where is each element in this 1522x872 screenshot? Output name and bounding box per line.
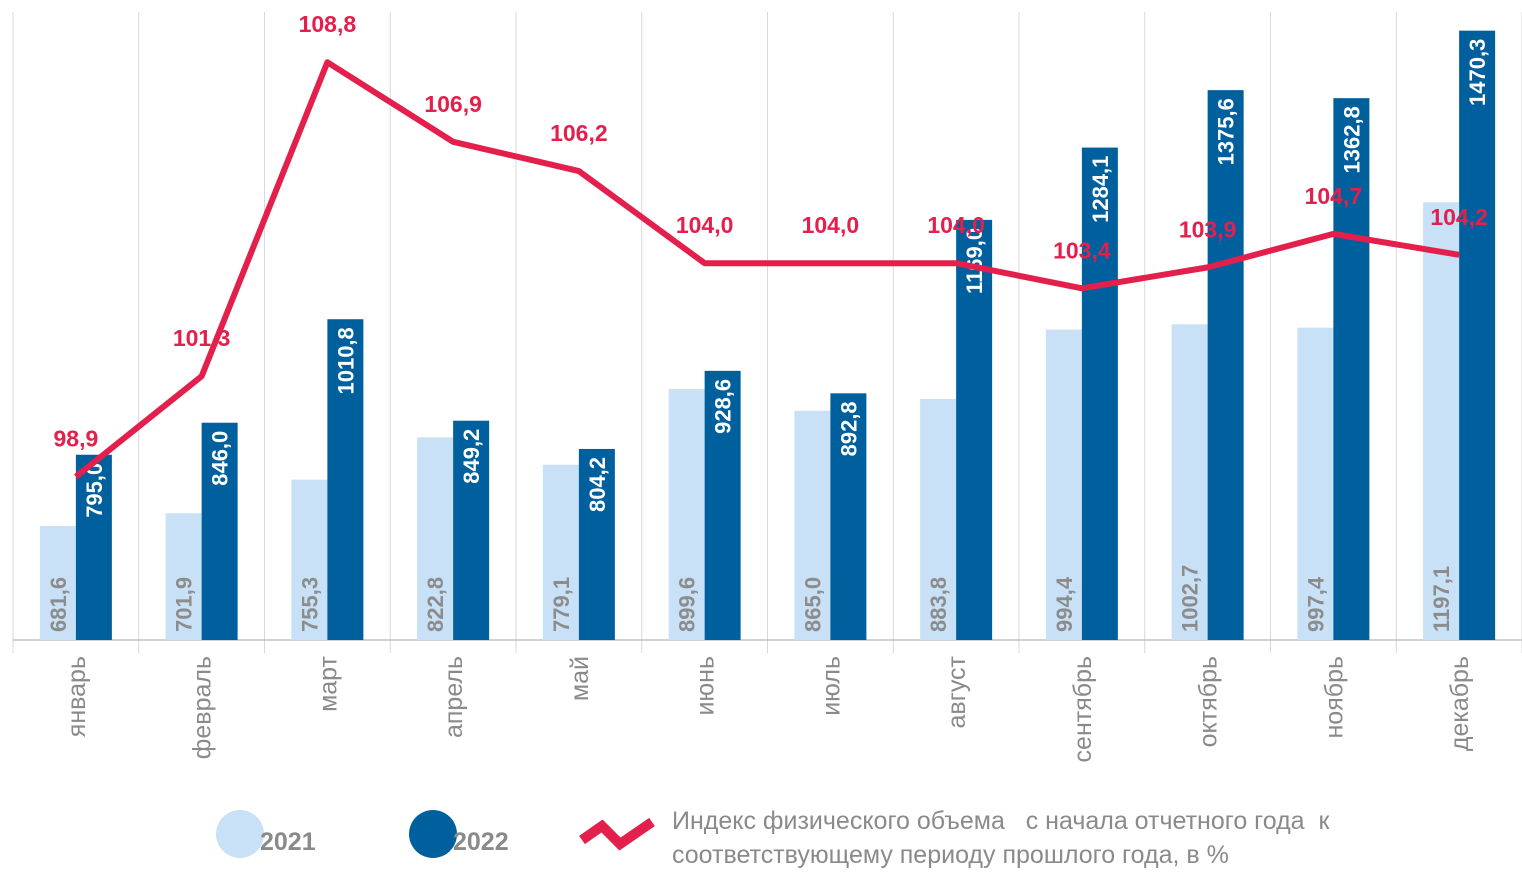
x-tick-label: апрель: [440, 656, 468, 738]
bar-value-label: 997,4: [1303, 576, 1328, 632]
line-value-label: 98,9: [53, 426, 98, 452]
bar: [1423, 202, 1460, 641]
bar-value-label: 1284,1: [1088, 156, 1113, 223]
line-value-label: 104,0: [802, 212, 860, 238]
bar: [1207, 90, 1244, 641]
bar-value-label: 804,2: [585, 457, 610, 512]
bar-value-label: 899,6: [675, 577, 700, 632]
bar-value-label: 994,4: [1052, 576, 1077, 632]
x-tick-label: май: [566, 656, 594, 701]
x-tick-label: август: [943, 655, 971, 728]
bar-value-label: 779,1: [549, 577, 574, 632]
bar-value-label: 1470,3: [1465, 39, 1490, 106]
legend-label: Индекс физического объема с начала отчет…: [672, 807, 1337, 869]
bar: [1459, 30, 1496, 640]
bar-value-label: 1375,6: [1214, 98, 1239, 165]
bar: [668, 389, 705, 640]
legend-label: 2021: [260, 828, 316, 856]
x-tick-label: сентябрь: [1069, 656, 1097, 762]
x-tick-label: июнь: [692, 656, 720, 716]
legend-swatch: [409, 810, 457, 858]
line-value-label: 103,4: [1053, 237, 1111, 263]
bar: [956, 219, 993, 641]
bar-value-label: 755,3: [297, 577, 322, 632]
line: [74, 59, 1460, 480]
line-value-label: 101,3: [173, 325, 231, 351]
line-value-label: 104,0: [676, 212, 734, 238]
x-tick-label: октябрь: [1195, 656, 1223, 747]
bar-value-label: 846,0: [208, 431, 233, 486]
bar: [830, 393, 867, 640]
bar: [1081, 147, 1118, 640]
legend-swatch: [579, 817, 655, 851]
x-tick-label: январь: [63, 656, 91, 737]
bar: [1297, 327, 1334, 640]
x-tick-label: июль: [817, 656, 845, 716]
x-tick-label: март: [314, 655, 342, 711]
bar: [165, 513, 202, 640]
bar-value-label: 1362,8: [1339, 106, 1364, 173]
line-value-label: 106,9: [424, 91, 482, 117]
line-value-label: 108,8: [299, 11, 357, 37]
bar-value-label: 849,2: [459, 429, 484, 484]
bar: [704, 370, 741, 640]
bar-value-label: 1010,8: [333, 327, 358, 394]
bar-value-label: 822,8: [423, 577, 448, 632]
line-value-label: 103,9: [1179, 216, 1237, 242]
bar: [920, 398, 957, 640]
bar: [578, 448, 615, 640]
line-value-label: 104,0: [927, 212, 985, 238]
bar-value-label: 883,8: [926, 577, 951, 632]
bar-value-label: 865,0: [800, 577, 825, 632]
legend-swatch: [216, 810, 264, 858]
bar: [453, 420, 490, 640]
bar: [1171, 324, 1208, 640]
x-tick-label: февраль: [189, 656, 217, 759]
line-value-label: 106,2: [550, 120, 608, 146]
bar-value-label: 1169,0: [962, 228, 987, 294]
bar: [794, 410, 831, 640]
x-tick-label: декабрь: [1446, 656, 1474, 751]
line-value-label: 104,2: [1430, 204, 1488, 230]
bar: [1333, 98, 1370, 640]
legend-label: 2022: [453, 828, 509, 856]
bar-value-label: 1002,7: [1178, 565, 1203, 632]
bar-value-label: 701,9: [172, 577, 197, 632]
bar-value-label: 892,8: [836, 401, 861, 456]
bar: [201, 422, 238, 640]
line-value-label: 104,7: [1305, 183, 1363, 209]
bar: [291, 479, 328, 640]
x-tick-label: ноябрь: [1320, 656, 1348, 739]
bar: [39, 525, 76, 640]
bar-value-label: 1197,1: [1429, 566, 1454, 632]
bar: [75, 454, 112, 640]
bar: [327, 319, 364, 640]
bar-value-label: 928,6: [711, 379, 736, 434]
bar-value-label: 681,6: [46, 577, 71, 632]
bar: [542, 464, 579, 640]
bar: [417, 437, 454, 640]
bar: [1045, 329, 1082, 640]
